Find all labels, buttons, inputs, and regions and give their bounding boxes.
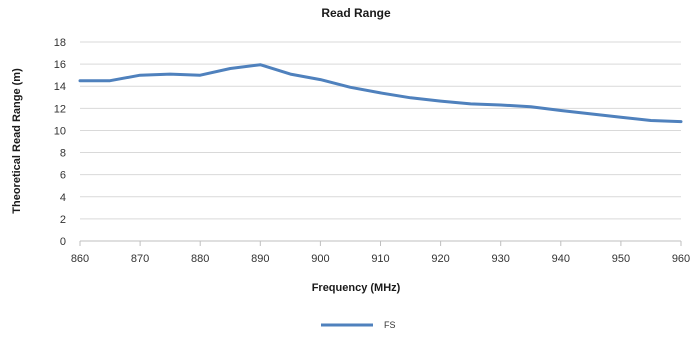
data-point-fs-950	[619, 116, 622, 119]
x-tick-label-920: 920	[431, 253, 449, 265]
x-tick-label-930: 930	[492, 253, 510, 265]
y-tick-label-18: 18	[54, 37, 66, 49]
y-tick-labels: 0 2 4 6 8 10 12 14 16 18	[54, 37, 66, 248]
data-point-fs-920	[439, 100, 442, 103]
x-tick-label-910: 910	[371, 253, 389, 265]
x-axis-label: Frequency (MHz)	[312, 282, 401, 294]
data-point-fs-885	[229, 67, 232, 70]
data-point-fs-880	[199, 74, 202, 77]
gridlines	[80, 41, 681, 220]
data-point-fs-955	[649, 119, 652, 122]
x-tick-label-870: 870	[131, 253, 149, 265]
axes	[79, 240, 682, 246]
data-point-fs-875	[169, 73, 172, 76]
data-point-fs-915	[409, 96, 412, 99]
x-tick-label-890: 890	[251, 253, 269, 265]
data-point-fs-960	[680, 120, 683, 123]
y-tick-label-10: 10	[54, 125, 66, 137]
x-tick-label-860: 860	[71, 253, 89, 265]
data-point-fs-870	[139, 74, 142, 77]
data-point-fs-865	[109, 79, 112, 82]
y-tick-label-6: 6	[60, 170, 66, 182]
y-tick-label-8: 8	[60, 148, 66, 160]
x-tick-label-880: 880	[191, 253, 209, 265]
x-tick-labels: 860 870 880 890 900 910 920 930 940 950 960	[71, 253, 690, 265]
x-tick-label-940: 940	[552, 253, 570, 265]
data-point-fs-930	[499, 104, 502, 107]
y-tick-label-12: 12	[54, 103, 66, 115]
data-point-fs-940	[559, 109, 562, 112]
y-axis-label: Theoretical Read Range (m)	[11, 68, 23, 214]
data-point-fs-935	[529, 105, 532, 108]
x-tick-label-950: 950	[612, 253, 630, 265]
legend: FS	[321, 320, 396, 330]
series-line-fs	[78, 63, 683, 124]
data-point-fs-900	[319, 78, 322, 81]
data-point-fs-860	[79, 79, 82, 82]
y-tick-label-4: 4	[60, 192, 66, 204]
data-point-fs-945	[589, 112, 592, 115]
data-point-fs-895	[289, 73, 292, 76]
data-point-fs-910	[379, 91, 382, 94]
chart-title: Read Range	[321, 6, 391, 20]
y-tick-label-2: 2	[60, 214, 66, 226]
y-tick-label-14: 14	[54, 81, 66, 93]
data-point-fs-925	[469, 102, 472, 105]
data-point-fs-905	[349, 86, 352, 89]
y-tick-label-16: 16	[54, 59, 66, 71]
x-tick-label-900: 900	[311, 253, 329, 265]
data-point-fs-890	[259, 63, 262, 66]
legend-label-fs: FS	[384, 320, 396, 330]
series-lines	[78, 63, 683, 124]
x-tick-label-960: 960	[672, 253, 690, 265]
y-tick-label-0: 0	[60, 236, 66, 248]
